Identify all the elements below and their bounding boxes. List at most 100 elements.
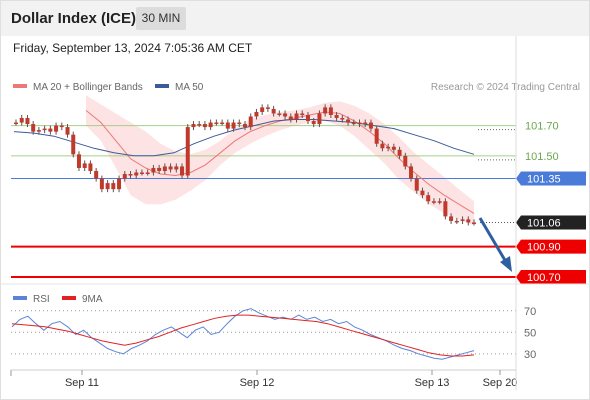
level-label-100-70: 100.70 [527, 272, 561, 284]
candle-body [185, 127, 190, 176]
candle-body [202, 124, 207, 128]
level-label-101-50: 101.50 [525, 151, 559, 163]
level-label-100-90: 100.90 [527, 242, 561, 254]
candle-body [117, 178, 122, 190]
x-tick-label: Sep 13 [415, 377, 450, 389]
candle-body [260, 107, 265, 112]
candle-body [105, 183, 110, 190]
candle-body [174, 166, 179, 170]
legend-swatch-ma50 [155, 84, 169, 88]
candle-body [466, 219, 471, 223]
chart-datetime: Friday, September 13, 2024 7:05:36 AM CE… [13, 41, 253, 55]
candle-body [111, 183, 116, 190]
candle-body [191, 124, 196, 128]
candle-body [449, 216, 454, 221]
candle-body [363, 122, 368, 125]
candle-body [323, 107, 328, 114]
x-tick-label: Sep 20 [483, 377, 518, 389]
candle-body [277, 113, 282, 115]
candle-body [14, 122, 18, 125]
chart-title: Dollar Index (ICE) [11, 10, 137, 27]
candle-body [437, 201, 442, 203]
candle-body [380, 143, 385, 149]
interval-button[interactable]: 30 MIN [136, 7, 186, 30]
level-tag-101-35 [516, 171, 586, 186]
candle-body [197, 124, 202, 126]
candle-body [139, 172, 144, 174]
candle-body [397, 149, 402, 156]
legend-swatch-rsi-ma [62, 296, 76, 300]
chart-header [1, 1, 589, 36]
candle-body [25, 118, 30, 125]
candle-body [19, 118, 24, 123]
x-tick-label: Sep 11 [65, 377, 99, 389]
candle-body [225, 122, 230, 129]
candle-body [76, 154, 81, 168]
candle-body [454, 220, 459, 223]
candle-body [460, 219, 465, 221]
candle-body [54, 125, 59, 132]
candle-body [36, 130, 41, 132]
ma50-line [13, 119, 475, 157]
candle-body [386, 146, 391, 149]
candle-body [134, 172, 139, 176]
candle-body [157, 167, 162, 171]
candle-body [65, 127, 70, 135]
candle-body [328, 107, 333, 115]
candle-body [391, 146, 396, 150]
candle-body [346, 119, 351, 123]
legend-label-ma50: MA 50 [175, 82, 204, 93]
candle-body [71, 134, 76, 155]
candle-body [426, 195, 431, 202]
candle-body [122, 174, 127, 179]
candle-body [472, 222, 476, 224]
candle-body [31, 124, 36, 132]
candle-body [374, 128, 379, 144]
candle-body [414, 178, 419, 191]
candle-body [288, 116, 293, 120]
legend-label-ma20: MA 20 + Bollinger Bands [33, 82, 143, 93]
candle-body [94, 170, 99, 179]
legend-label-rsi-ma: 9MA [82, 294, 103, 305]
candle-body [59, 125, 64, 128]
candle-body [311, 121, 316, 125]
candle-body [368, 122, 373, 129]
candle-body [357, 122, 362, 125]
candle-body [248, 116, 253, 128]
candle-body [283, 113, 288, 117]
candle-body [317, 113, 322, 125]
candle-body [420, 190, 425, 196]
candle-body [300, 113, 305, 115]
candle-body [443, 201, 448, 217]
candle-body [162, 166, 167, 171]
level-label-101-35: 101.35 [527, 174, 561, 186]
candle-body [168, 166, 173, 170]
research-watermark: Research © 2024 Trading Central [431, 82, 580, 93]
candle-body [42, 128, 47, 131]
candle-body [431, 201, 436, 203]
rsi-ma-line [11, 314, 475, 357]
candle-body [403, 155, 408, 167]
candle-body [128, 174, 133, 176]
candle-body [145, 172, 150, 174]
candle-body [208, 122, 213, 128]
candle-body [294, 113, 299, 120]
level-tag-100-70 [516, 269, 586, 284]
candle-body [48, 128, 53, 132]
forecast-arrowhead [500, 256, 512, 272]
candle-body [82, 163, 87, 168]
candle-body [220, 122, 225, 125]
candle-body [265, 107, 270, 109]
last-price-label: 101.06 [527, 217, 561, 229]
candle-body [271, 108, 276, 114]
candle-body [334, 114, 339, 119]
legend-swatch-ma20 [13, 84, 27, 88]
rsi-line [11, 308, 475, 360]
legend-swatch-rsi [13, 296, 27, 300]
legend-label-rsi: RSI [33, 294, 50, 305]
rsi-tick-label: 30 [524, 349, 536, 361]
candle-body [88, 163, 93, 171]
last-price-tag [516, 215, 586, 230]
level-label-101-70: 101.70 [525, 121, 559, 133]
candle-body [305, 114, 310, 122]
